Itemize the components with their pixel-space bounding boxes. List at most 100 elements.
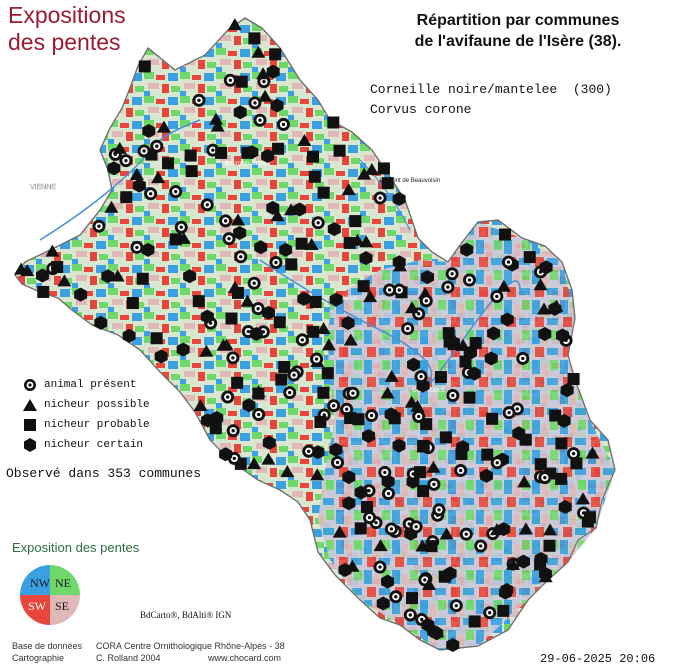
- square-marker: [354, 522, 367, 535]
- square-marker: [162, 157, 175, 170]
- hexagon-marker: [242, 398, 256, 413]
- hexagon-marker: [245, 145, 259, 160]
- square-marker: [344, 412, 357, 425]
- place-vienne: VIENNE: [30, 184, 56, 191]
- hexagon-marker: [479, 468, 493, 483]
- hexagon-marker: [249, 326, 263, 341]
- triangle-marker: [533, 278, 548, 291]
- ring-marker: [252, 408, 266, 422]
- square-marker: [459, 355, 472, 368]
- square-marker: [434, 371, 447, 384]
- hexagon-marker: [384, 407, 398, 422]
- legend-label: nicheur possible: [44, 399, 150, 411]
- ring-marker: [248, 96, 262, 110]
- compass-ne-label: NE: [55, 576, 71, 590]
- triangle-marker: [321, 338, 336, 351]
- triangle-marker: [543, 523, 558, 536]
- hexagon-marker: [421, 270, 435, 285]
- square-marker: [231, 376, 244, 389]
- ring-marker: [446, 388, 460, 402]
- timestamp: 29-06-2025 20:06: [540, 652, 656, 666]
- square-marker: [523, 251, 536, 264]
- triangle-marker: [156, 120, 171, 133]
- triangle-marker: [350, 233, 365, 246]
- square-marker: [413, 466, 426, 479]
- hexagon-marker: [233, 105, 247, 120]
- triangle-marker: [384, 369, 399, 382]
- ring-marker: [401, 322, 415, 336]
- square-marker: [317, 186, 330, 199]
- hexagon-marker: [233, 225, 247, 240]
- square-marker: [252, 387, 265, 400]
- triangle-marker: [251, 45, 266, 58]
- triangle-marker: [227, 18, 242, 31]
- triangle-icon: [20, 397, 40, 413]
- square-marker: [192, 295, 205, 308]
- ring-marker: [567, 447, 581, 461]
- square-marker: [499, 228, 512, 241]
- hexagon-marker: [500, 582, 514, 597]
- ring-marker: [462, 273, 476, 287]
- hexagon-marker: [132, 178, 146, 193]
- ring-marker: [419, 294, 433, 308]
- hexagon-marker: [261, 148, 275, 163]
- triangle-marker: [332, 525, 347, 538]
- ring-marker: [192, 93, 206, 107]
- square-marker: [406, 592, 419, 605]
- legend: animal présent nicheur possible nicheur …: [20, 375, 150, 455]
- triangle-marker: [426, 460, 441, 473]
- ring-marker: [119, 154, 133, 168]
- ring-marker: [373, 560, 387, 574]
- hexagon-marker: [270, 98, 284, 113]
- hexagon-marker: [557, 413, 571, 428]
- ring-marker: [384, 522, 398, 536]
- square-marker: [583, 511, 596, 524]
- credits-website-link[interactable]: www.chocard.com: [208, 653, 282, 663]
- compass-ne: [50, 565, 80, 595]
- exposition-compass: NW NE SW SE: [20, 565, 80, 625]
- triangle-marker: [151, 171, 166, 184]
- ring-marker: [144, 187, 158, 201]
- hexagon-marker: [297, 291, 311, 306]
- ring-marker: [392, 283, 406, 297]
- ring-marker: [331, 456, 345, 470]
- triangle-marker: [576, 492, 591, 505]
- triangle-marker: [104, 200, 119, 213]
- hexagon-marker: [342, 496, 356, 511]
- square-marker: [126, 297, 139, 310]
- ring-marker: [226, 424, 240, 438]
- square-marker: [327, 116, 340, 129]
- triangle-marker: [430, 625, 445, 638]
- map-title: Expositions des pentes: [8, 2, 126, 56]
- ring-marker: [311, 216, 325, 230]
- ring-marker: [219, 214, 233, 228]
- square-marker: [231, 286, 244, 299]
- square-marker: [184, 149, 197, 162]
- ring-marker: [409, 520, 423, 534]
- triangle-marker: [505, 557, 520, 570]
- compass-sw: [20, 595, 50, 625]
- square-marker: [215, 146, 228, 159]
- triangle-marker: [439, 527, 454, 540]
- ring-marker: [378, 465, 392, 479]
- square-marker: [570, 457, 583, 470]
- hexagon-marker: [464, 345, 478, 360]
- hexagon-marker: [266, 200, 280, 215]
- square-marker: [555, 472, 568, 485]
- distribution-title: Répartition par communes de l'avifaune d…: [388, 10, 648, 52]
- triangle-marker: [240, 294, 255, 307]
- hexagon-marker: [517, 554, 531, 569]
- ring-marker: [327, 399, 341, 413]
- triangle-marker: [247, 457, 262, 470]
- square-marker: [248, 32, 261, 45]
- hexagon-marker: [200, 309, 214, 324]
- square-marker: [225, 312, 238, 325]
- species-count: (300): [572, 82, 612, 97]
- square-marker: [308, 170, 321, 183]
- ring-marker: [283, 386, 297, 400]
- hexagon-marker: [279, 242, 293, 257]
- ring-marker: [137, 144, 151, 158]
- ring-marker: [295, 333, 309, 347]
- triangle-marker: [364, 163, 379, 176]
- ring-marker: [373, 191, 387, 205]
